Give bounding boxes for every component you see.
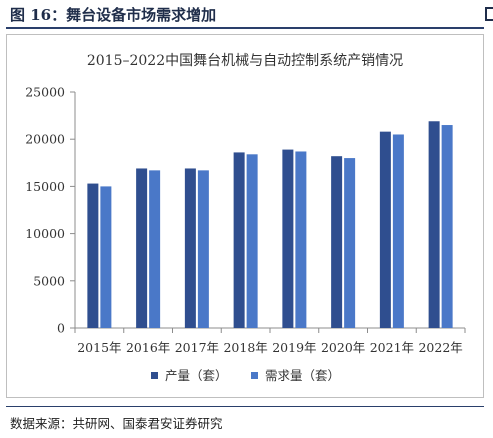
bar-series-1-1 [87,183,99,328]
footer-rule [6,406,484,407]
y-tick-label: 0 [57,321,65,336]
x-tick-label: 2019年 [272,340,316,355]
x-tick-label: 2018年 [223,340,267,355]
y-tick-label: 15000 [25,179,65,194]
y-axis: 0 5000 10000 15000 20000 25000 [25,85,76,336]
bar-series-2-6 [344,158,356,328]
figure-header: 图 16：舞台设备市场需求增加 [0,0,493,29]
chart-title: 2015–2022中国舞台机械与自动控制系统产销情况 [87,53,403,69]
x-tick-label: 2016年 [126,340,170,355]
bars [87,121,453,328]
bar-series-1-4 [233,152,245,328]
x-tick-label: 2017年 [175,340,219,355]
legend-swatch-2 [251,372,258,379]
figure-title: 图 16：舞台设备市场需求增加 [10,6,217,24]
legend-swatch-1 [151,372,158,379]
bar-series-1-3 [184,168,196,328]
clipped-adjacent-icon [485,7,493,21]
x-tick-label: 2021年 [370,340,414,355]
header-rule [6,27,484,29]
bar-series-1-2 [136,168,148,328]
bar-chart: 2015–2022中国舞台机械与自动控制系统产销情况 0 5000 10000 150… [25,53,466,383]
bar-series-2-7 [392,134,404,328]
chart-frame: 2015–2022中国舞台机械与自动控制系统产销情况 0 5000 10000 150… [6,34,484,398]
bar-series-2-3 [197,170,209,328]
bar-series-1-6 [331,156,343,328]
figure-source: 数据来源：共研网、国泰君安证券研究 [10,416,223,431]
y-tick-label: 5000 [33,273,65,288]
bar-series-2-8 [441,125,453,328]
legend-label-2: 需求量（套） [265,368,340,383]
bar-series-1-8 [428,121,440,328]
bar-series-2-5 [295,151,307,328]
bar-series-2-2 [149,170,161,328]
bar-series-1-5 [282,149,294,328]
y-tick-label: 25000 [25,85,65,100]
y-tick-label: 20000 [25,132,65,147]
y-tick-label: 10000 [25,226,65,241]
x-tick-label: 2022年 [418,340,462,355]
legend: 产量（套） 需求量（套） [151,368,340,383]
bar-series-2-4 [246,154,258,328]
x-tick-label: 2015年 [77,340,121,355]
x-tick-label: 2020年 [321,340,365,355]
x-axis: 2015年 2016年 2017年 2018年 2019年 2020年 2021年 2022年 [74,327,466,355]
bar-series-1-7 [379,131,391,328]
legend-label-1: 产量（套） [165,368,228,383]
bar-series-2-1 [100,186,112,328]
